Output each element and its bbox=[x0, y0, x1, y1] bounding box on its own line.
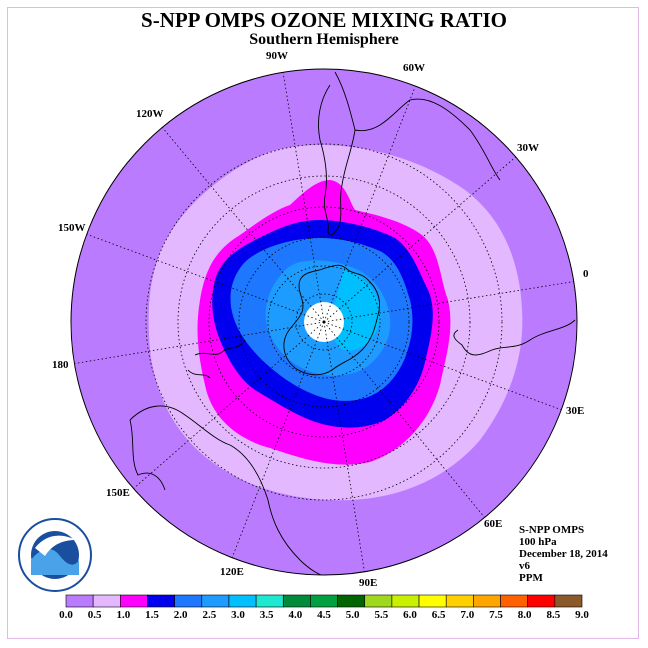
lon-label-60w: 60W bbox=[403, 62, 425, 74]
colorbar-label: 0.5 bbox=[87, 609, 102, 621]
lat-circle-60 bbox=[238, 236, 410, 408]
colorbar-label: 3.0 bbox=[231, 609, 245, 621]
colorbar-swatch bbox=[527, 594, 556, 608]
coast-africa bbox=[453, 319, 576, 356]
noaa-logo bbox=[18, 518, 92, 592]
colorbar-swatch bbox=[174, 594, 203, 608]
info-units: PPM bbox=[519, 572, 543, 584]
colorbar-label: 2.0 bbox=[173, 609, 188, 621]
colorbar-label: 8.0 bbox=[517, 609, 532, 621]
colorbar-swatch bbox=[65, 594, 94, 608]
coast-south-america-east bbox=[354, 98, 501, 181]
colorbar-label: 2.5 bbox=[202, 609, 217, 621]
colorbar-swatch bbox=[92, 594, 121, 608]
coast-nz-south bbox=[187, 369, 211, 379]
colorbar-label: 9.0 bbox=[575, 609, 589, 621]
lat-circle-30 bbox=[145, 143, 503, 501]
colorbar bbox=[65, 594, 583, 608]
colorbar-label: 7.0 bbox=[460, 609, 475, 621]
lat-circle-50 bbox=[208, 206, 440, 438]
colorbar-swatch bbox=[337, 594, 366, 608]
colorbar-swatch bbox=[147, 594, 175, 608]
lon-label-30w: 30W bbox=[517, 142, 539, 154]
noaa-logo-bird bbox=[35, 535, 76, 556]
colorbar-swatch bbox=[418, 594, 447, 608]
meridian-180 bbox=[71, 321, 325, 365]
colorbar-swatch bbox=[255, 594, 284, 608]
colorbar-swatch bbox=[228, 594, 257, 608]
lon-label-0: 0 bbox=[583, 268, 589, 280]
colorbar-label: 5.5 bbox=[374, 609, 389, 621]
meridian-90e bbox=[323, 321, 366, 575]
meridian-30w bbox=[323, 154, 519, 323]
lon-label-150e: 150E bbox=[106, 487, 130, 499]
colorbar-label: 6.5 bbox=[431, 609, 446, 621]
colorbar-swatch bbox=[201, 594, 230, 608]
colorbar-label: 1.0 bbox=[116, 609, 131, 621]
colorbar-swatch bbox=[120, 594, 148, 608]
colorbar-label: 6.0 bbox=[403, 609, 417, 621]
coast-australia-west bbox=[129, 419, 166, 491]
info-block: S-NPP OMPS 100 hPa December 18, 2014 v6 … bbox=[519, 524, 608, 584]
colorbar-label: 0.0 bbox=[59, 609, 73, 621]
colorbar-label: 8.5 bbox=[546, 609, 561, 621]
colorbar-swatch bbox=[500, 594, 528, 608]
colorbar-swatch bbox=[364, 594, 393, 608]
info-date: December 18, 2014 bbox=[519, 548, 608, 560]
colorbar-label: 4.5 bbox=[317, 609, 331, 621]
map-title: S-NPP OMPS OZONE MIXING RATIO bbox=[141, 8, 507, 32]
coast-new-zealand bbox=[194, 339, 246, 356]
map-subtitle: Southern Hemisphere bbox=[249, 31, 399, 48]
noaa-logo-wave bbox=[31, 549, 79, 575]
colorbar-swatch bbox=[445, 594, 474, 608]
lon-label-120e: 120E bbox=[220, 566, 244, 578]
colorbar-swatch bbox=[391, 594, 420, 608]
colorbar-swatch bbox=[473, 594, 501, 608]
coast-antarctica bbox=[283, 264, 381, 376]
region-cyan bbox=[331, 268, 381, 351]
lat-circle-40 bbox=[177, 175, 471, 469]
lat-circle-80 bbox=[295, 293, 353, 351]
colorbar-swatch bbox=[310, 594, 338, 608]
globe-border bbox=[70, 68, 578, 576]
colorbar-label: 3.5 bbox=[259, 609, 274, 621]
lon-label-120w: 120W bbox=[136, 108, 164, 120]
meridian-0 bbox=[323, 280, 577, 323]
colorbar-swatch bbox=[554, 594, 583, 608]
colorbar-label: 5.0 bbox=[345, 609, 360, 621]
lon-label-90w: 90W bbox=[266, 50, 288, 62]
lat-circle-70 bbox=[267, 265, 381, 379]
info-level: 100 hPa bbox=[519, 536, 557, 548]
colorbar-swatch bbox=[282, 594, 311, 608]
colorbar-label: 1.5 bbox=[145, 609, 159, 621]
info-instrument: S-NPP OMPS bbox=[519, 524, 585, 536]
lon-label-90e: 90E bbox=[359, 577, 378, 589]
coast-south-america bbox=[318, 71, 356, 236]
lon-label-180: 180 bbox=[52, 359, 69, 371]
figure-frame bbox=[7, 7, 639, 639]
colorbar-label: 4.0 bbox=[288, 609, 303, 621]
lon-label-60e: 60E bbox=[484, 518, 503, 530]
coast-australia bbox=[129, 405, 323, 575]
colorbar-label: 7.5 bbox=[489, 609, 503, 621]
lon-label-150w: 150W bbox=[58, 222, 86, 234]
lon-label-30e: 30E bbox=[566, 405, 585, 417]
info-version: v6 bbox=[519, 560, 530, 572]
